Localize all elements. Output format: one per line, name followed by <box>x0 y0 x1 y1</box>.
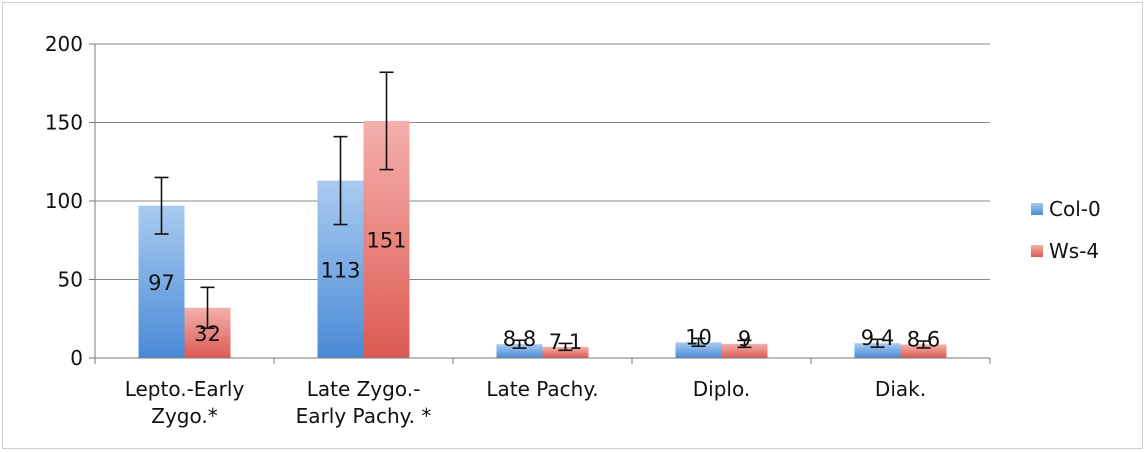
data-label: 9 <box>738 327 751 351</box>
bar-Col-0 <box>675 342 722 358</box>
bar-Col-0 <box>496 344 543 358</box>
x-category-label: Early Pachy. * <box>296 404 432 428</box>
x-category-label: Lepto.-Early <box>125 377 245 401</box>
bar-Ws-4 <box>542 346 589 358</box>
x-category-label: Zygo.* <box>151 404 217 428</box>
x-category-label: Diak. <box>875 377 926 401</box>
data-label: 97 <box>148 271 175 295</box>
data-label: 9.4 <box>861 326 894 350</box>
y-tick-label: 50 <box>58 268 83 292</box>
data-label: 32 <box>194 322 221 346</box>
y-tick-label: 100 <box>45 189 83 213</box>
axes: 0 50 100 150 200 Lepto.-Early Zygo.* Late Zygo.… <box>45 32 991 428</box>
gridlines <box>95 43 990 280</box>
error-bars <box>154 71 931 352</box>
x-category-label: Diplo. <box>693 377 750 401</box>
data-label: 8.6 <box>907 327 940 351</box>
y-tick-label: 0 <box>70 346 83 370</box>
legend-swatch-Col-0 <box>1031 203 1043 215</box>
y-tick-label: 150 <box>45 111 83 135</box>
data-label: 151 <box>366 228 406 252</box>
data-label: 7.1 <box>549 330 582 354</box>
legend: Col-0 Ws-4 <box>1031 197 1101 263</box>
data-label: 8.8 <box>503 327 536 351</box>
data-label: 113 <box>320 258 360 282</box>
legend-swatch-Ws-4 <box>1031 245 1043 257</box>
legend-label: Ws-4 <box>1049 239 1099 263</box>
bars <box>138 120 947 359</box>
x-category-label: Late Pachy. <box>486 377 598 401</box>
data-labels: 97 113 8.8 10 9.4 32 151 7.1 9 8.6 <box>148 228 940 353</box>
legend-label: Col-0 <box>1049 197 1101 221</box>
data-label: 10 <box>685 325 712 349</box>
x-category-label: Late Zygo.- <box>307 377 421 401</box>
bar-Col-0 <box>854 343 901 358</box>
bar-Ws-4 <box>721 343 768 358</box>
bar-Ws-4 <box>900 344 947 358</box>
y-tick-label: 200 <box>45 32 83 56</box>
